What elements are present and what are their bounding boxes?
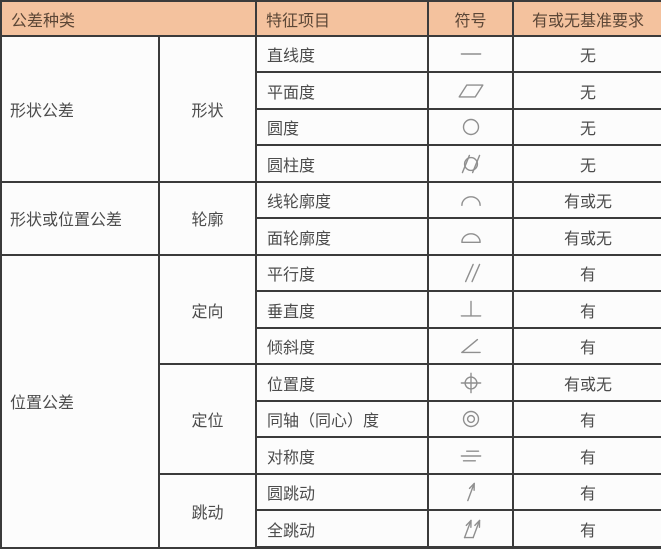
flatness-icon bbox=[458, 84, 483, 98]
datum-cell: 有 bbox=[512, 472, 661, 512]
subgroup-cell: 定位 bbox=[157, 363, 258, 475]
feature-cell: 圆柱度 bbox=[255, 144, 430, 183]
category-cell: 形状公差 bbox=[0, 35, 160, 183]
symbol-cell bbox=[427, 253, 515, 293]
parallelism-icon bbox=[464, 263, 480, 283]
table-row: 位置公差 定向 平行度有 bbox=[0, 253, 661, 549]
symbol-cell bbox=[427, 107, 515, 147]
subgroup-cell: 跳动 bbox=[157, 472, 258, 549]
table-row: 同轴（同心）度 有 bbox=[1, 399, 661, 439]
table-row: 形状或位置公差 轮廓 线轮廓度 有或无 bbox=[0, 180, 661, 256]
table-row: 垂直度 有 bbox=[1, 290, 661, 329]
datum-cell: 有 bbox=[512, 253, 661, 293]
datum-cell: 有或无 bbox=[512, 217, 661, 256]
datum-cell: 有 bbox=[512, 436, 661, 475]
category-cell: 位置公差 bbox=[0, 253, 160, 549]
symmetry-icon bbox=[460, 450, 481, 462]
feature-cell: 位置度 bbox=[255, 363, 430, 402]
feature-cell: 同轴（同心）度 bbox=[255, 399, 430, 439]
feature-cell: 平行度 bbox=[255, 253, 430, 293]
category-cell: 形状或位置公差 bbox=[0, 180, 160, 256]
feature-cell: 圆度 bbox=[255, 107, 430, 147]
datum-cell: 无 bbox=[512, 34, 661, 74]
datum-cell: 无 bbox=[512, 71, 661, 110]
table-row: 形状公差 形状 直线度无 bbox=[0, 34, 661, 183]
table-row: 圆柱度 无 bbox=[1, 144, 661, 183]
symbol-cell bbox=[427, 326, 515, 366]
feature-cell: 直线度 bbox=[255, 34, 430, 74]
table-row: 面轮廓度 有或无 bbox=[1, 217, 661, 256]
datum-cell: 有 bbox=[512, 509, 661, 550]
feature-cell: 垂直度 bbox=[255, 290, 430, 329]
datum-cell: 有或无 bbox=[512, 180, 661, 220]
header-symbol: 符号 bbox=[427, 0, 515, 37]
symbol-cell bbox=[427, 71, 515, 110]
datum-cell: 有或无 bbox=[512, 363, 661, 402]
datum-cell: 无 bbox=[512, 144, 661, 183]
symbol-cell bbox=[427, 217, 515, 256]
profile-of-line-icon bbox=[460, 196, 481, 207]
header-row: 公差种类 特征项目 符号 有或无基准要求 bbox=[0, 0, 661, 37]
circular-runout-icon bbox=[466, 482, 475, 502]
symbol-cell bbox=[427, 472, 515, 512]
datum-cell: 有 bbox=[512, 326, 661, 366]
symbol-cell bbox=[427, 34, 515, 74]
profile-of-surface-icon bbox=[460, 232, 481, 243]
subgroup-cell: 定向 bbox=[157, 253, 258, 366]
feature-cell: 倾斜度 bbox=[255, 326, 430, 366]
concentricity-icon bbox=[462, 410, 479, 428]
table-row: 圆度 无 bbox=[1, 107, 661, 147]
feature-cell: 全跳动 bbox=[255, 509, 430, 550]
symbol-cell bbox=[427, 144, 515, 183]
datum-cell: 无 bbox=[512, 107, 661, 147]
perpendicularity-icon bbox=[460, 300, 481, 317]
symbol-cell bbox=[427, 290, 515, 329]
feature-cell: 对称度 bbox=[255, 436, 430, 475]
table-body: 形状公差 形状 直线度无平面度无圆度无圆柱度无形状或位置公差 轮廓 线轮廓度 有或无 面轮廓… bbox=[0, 34, 661, 550]
table-row: 倾斜度 有 bbox=[1, 326, 661, 366]
symbol-cell bbox=[427, 436, 515, 475]
position-icon bbox=[460, 372, 481, 393]
cylindricity-icon bbox=[461, 154, 480, 173]
table-row: 跳动 圆跳动有 bbox=[1, 472, 661, 549]
table-row: 定位 位置度 有或无 bbox=[1, 363, 661, 475]
subgroup-cell: 轮廓 bbox=[157, 180, 258, 256]
datum-cell: 有 bbox=[512, 290, 661, 329]
symbol-cell bbox=[427, 180, 515, 220]
subgroup-cell: 形状 bbox=[157, 35, 258, 183]
symbol-cell bbox=[427, 363, 515, 402]
feature-cell: 圆跳动 bbox=[255, 472, 430, 512]
symbol-cell bbox=[427, 399, 515, 439]
feature-cell: 平面度 bbox=[255, 71, 430, 110]
table-row: 平面度 无 bbox=[1, 71, 661, 110]
symbol-cell bbox=[427, 509, 515, 550]
table-row: 全跳动 有 bbox=[1, 509, 661, 550]
feature-cell: 面轮廓度 bbox=[255, 217, 430, 256]
datum-cell: 有 bbox=[512, 399, 661, 439]
angularity-icon bbox=[460, 338, 481, 354]
header-feature: 特征项目 bbox=[255, 0, 430, 37]
table-row: 对称度 有 bbox=[1, 436, 661, 475]
circularity-icon bbox=[462, 119, 479, 136]
straightness-icon bbox=[460, 53, 481, 55]
table-header: 公差种类 特征项目 符号 有或无基准要求 bbox=[0, 0, 661, 37]
feature-cell: 线轮廓度 bbox=[255, 180, 430, 220]
header-datum: 有或无基准要求 bbox=[512, 0, 661, 37]
header-category: 公差种类 bbox=[0, 0, 258, 37]
total-runout-icon bbox=[463, 519, 480, 538]
